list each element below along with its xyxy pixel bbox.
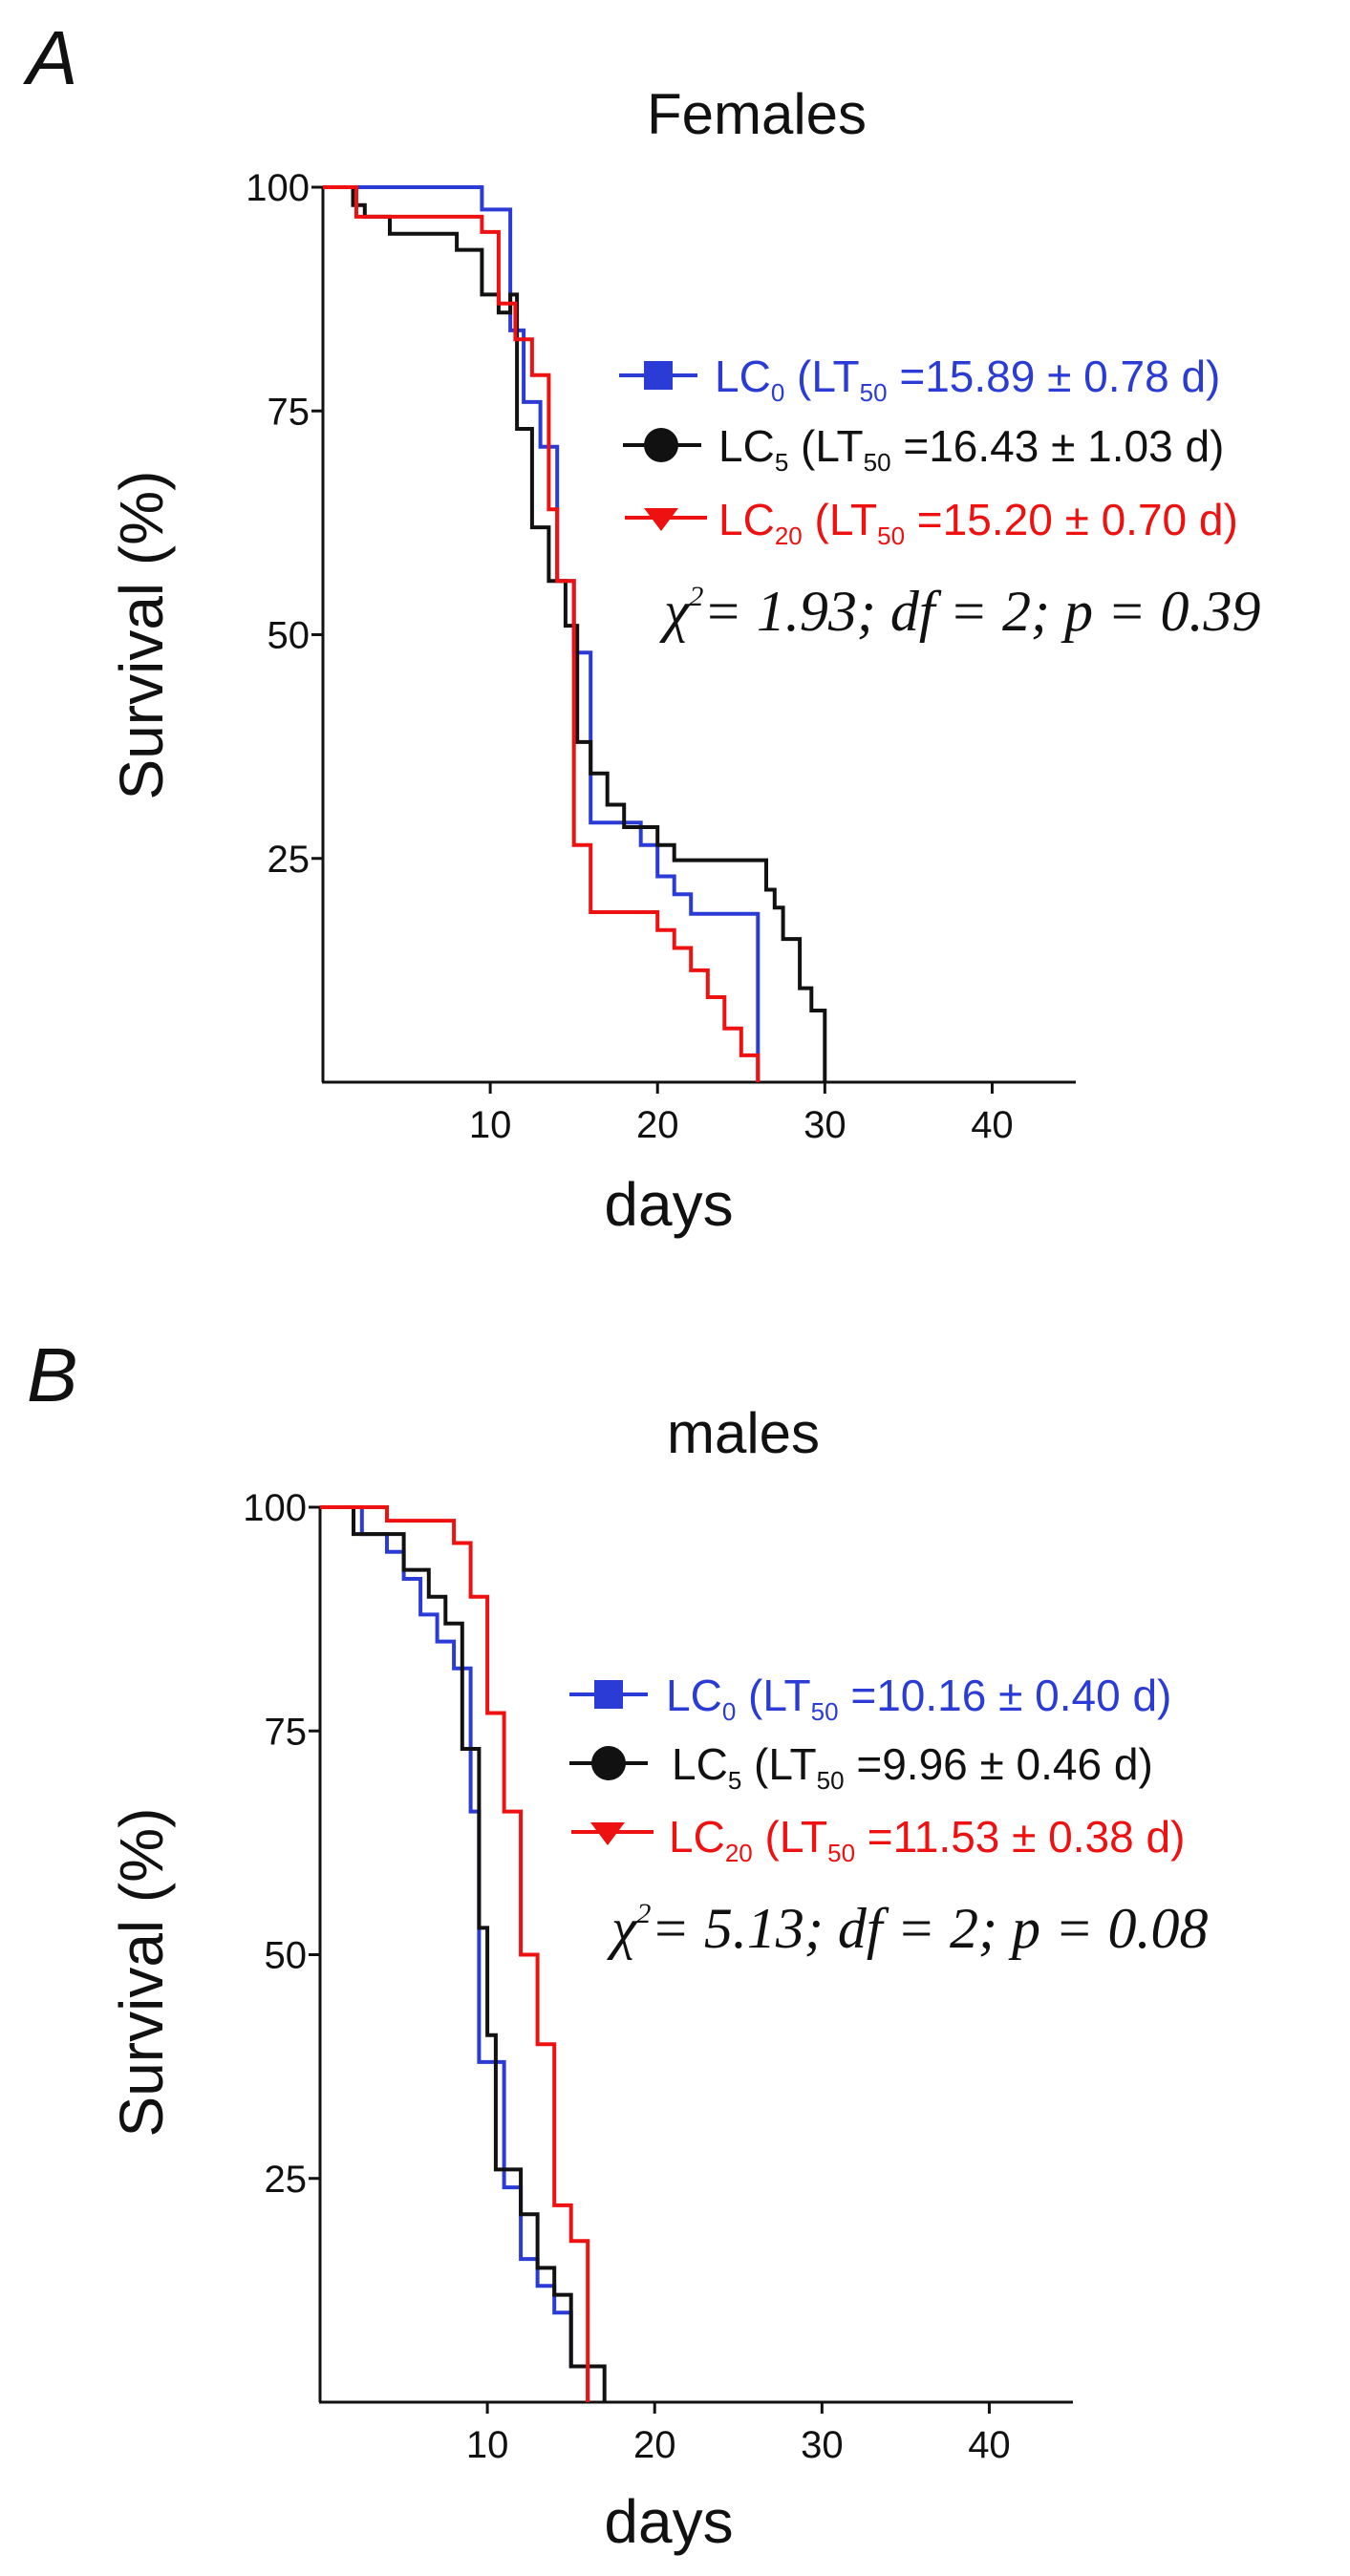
circle-marker-icon [644,428,678,462]
y-axis-label: Survival (%) [107,471,176,800]
series-line-lc20 [320,1505,590,2402]
y-axis: 25 50 75 100 [243,1487,322,2402]
y-tick-label: 25 [265,2159,308,2201]
x-axis-label: days [604,1170,733,1239]
x-tick-label: 30 [801,2424,844,2466]
x-tick-label: 40 [968,2424,1011,2466]
panel-label: B [27,1332,77,1417]
x-axis: 10 20 30 40 [319,2400,1073,2466]
panel-a: A Females Survival (%) days 25 50 75 100 10… [23,15,1261,1239]
x-tick-label: 40 [971,1104,1014,1146]
legend-item-lc0: LC0 (LT50 =15.89 ± 0.78 d) [619,351,1220,407]
y-tick-label: 25 [268,839,311,881]
chi-square-stats: χ2= 1.93; df = 2; p = 0.39 [659,580,1261,643]
y-tick-label: 75 [268,391,311,433]
square-marker-icon [644,361,673,390]
y-axis: 25 50 75 100 [246,167,325,1082]
x-tick-label: 20 [636,1104,679,1146]
x-axis-label: days [604,2487,733,2556]
triangle-marker-icon [644,508,678,531]
x-ticks: 10 20 30 40 [469,1082,1014,1146]
legend-label: LC20 (LT50 =11.53 ± 0.38 d) [669,1812,1185,1867]
legend-item-lc5: LC5 (LT50 =9.96 ± 0.46 d) [569,1739,1153,1795]
series-line-lc5 [323,185,827,1082]
x-tick-label: 20 [633,2424,676,2466]
triangle-marker-icon [590,1822,625,1845]
y-ticks: 25 50 75 100 [243,1487,320,2201]
chart-title: males [667,1401,820,1465]
legend-item-lc5: LC5 (LT50 =16.43 ± 1.03 d) [623,421,1224,477]
panel-b: B males Survival (%) days 25 50 75 100 10 20… [27,1332,1209,2556]
legend-label: LC20 (LT50 =15.20 ± 0.70 d) [718,495,1238,550]
y-tick-label: 50 [265,1935,308,1977]
y-tick-label: 100 [243,1487,307,1529]
x-axis: 10 20 30 40 [322,1080,1076,1146]
y-axis-label: Survival (%) [107,1808,176,2138]
legend: LC0 (LT50 =15.89 ± 0.78 d) LC5 (LT50 =16… [619,351,1238,550]
legend-label: LC5 (LT50 =16.43 ± 1.03 d) [718,421,1224,477]
x-tick-label: 10 [469,1104,512,1146]
series-line-lc5 [320,1505,607,2402]
x-tick-label: 30 [804,1104,846,1146]
y-ticks: 25 50 75 100 [246,167,323,881]
x-ticks: 10 20 30 40 [466,2402,1011,2466]
circle-marker-icon [591,1746,626,1780]
legend: LC0 (LT50 =10.16 ± 0.40 d) LC5 (LT50 =9.… [569,1671,1185,1867]
legend-item-lc0: LC0 (LT50 =10.16 ± 0.40 d) [569,1671,1171,1726]
y-tick-label: 100 [246,167,310,209]
chart-title: Females [647,82,867,146]
plot-series [323,185,827,1082]
y-tick-label: 50 [268,615,311,657]
panel-label: A [23,15,77,100]
chi-square-stats: χ2= 5.13; df = 2; p = 0.08 [607,1897,1209,1960]
legend-label: LC0 (LT50 =15.89 ± 0.78 d) [715,351,1220,407]
plot-series [320,1505,607,2402]
y-tick-label: 75 [265,1711,308,1753]
legend-label: LC0 (LT50 =10.16 ± 0.40 d) [666,1671,1171,1726]
x-tick-label: 10 [466,2424,509,2466]
series-line-lc20 [323,185,761,1082]
legend-item-lc20: LC20 (LT50 =11.53 ± 0.38 d) [571,1812,1185,1867]
square-marker-icon [594,1680,623,1709]
legend-item-lc20: LC20 (LT50 =15.20 ± 0.70 d) [625,495,1238,550]
legend-label: LC5 (LT50 =9.96 ± 0.46 d) [672,1739,1153,1795]
